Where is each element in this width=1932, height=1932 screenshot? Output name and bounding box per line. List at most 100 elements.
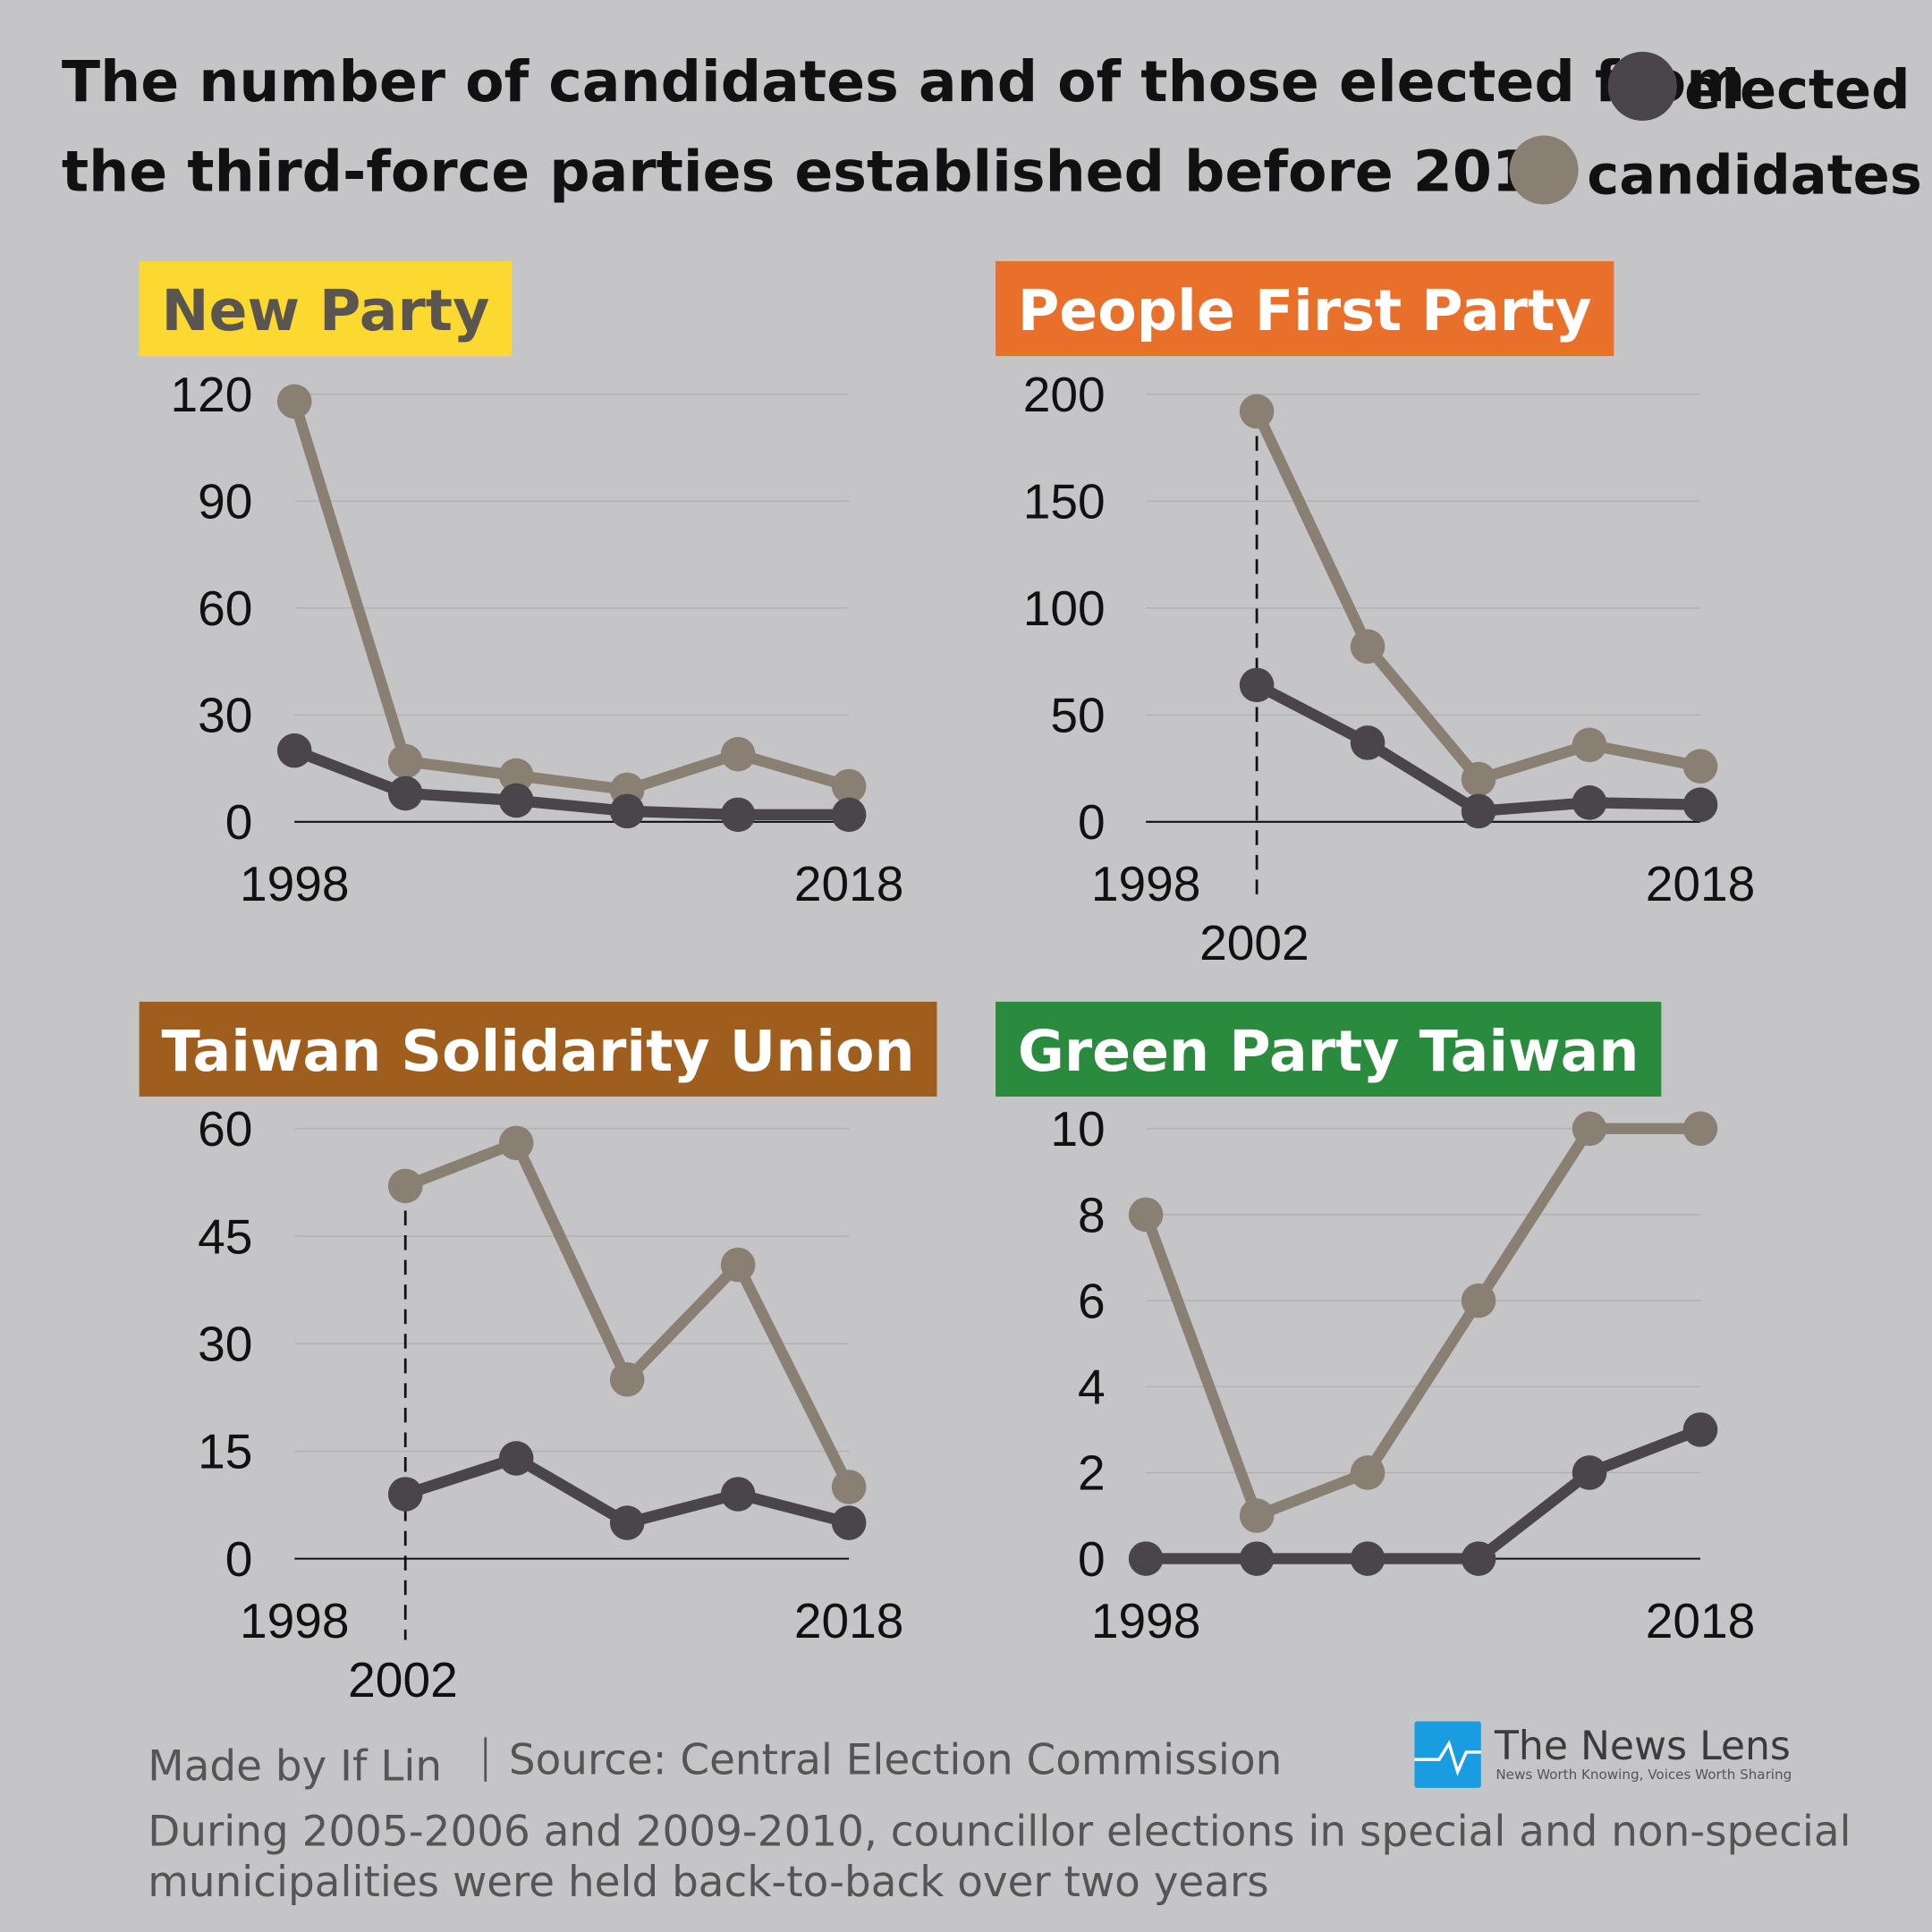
data-point-candidates — [609, 1361, 645, 1397]
data-point-candidates — [720, 736, 756, 772]
data-point-elected — [831, 797, 867, 833]
y-tick-label: 0 — [225, 1531, 253, 1587]
series-elected — [276, 733, 867, 833]
panel-title-taiwan-solidarity-union: Taiwan Solidarity Union — [139, 1001, 937, 1097]
y-tick-label: 15 — [198, 1424, 252, 1479]
logo-pulse-icon — [1414, 1721, 1481, 1788]
panel-green-party-taiwan: Green Party Taiwan 0 2 4 6 8 10 1998 2018 — [996, 1001, 1755, 1648]
data-point-candidates — [1461, 1283, 1496, 1318]
data-point-candidates — [387, 1168, 423, 1204]
data-point-elected — [1128, 1541, 1164, 1576]
y-tick-label: 30 — [198, 1317, 252, 1372]
data-point-candidates — [1572, 1111, 1607, 1147]
y-tick-label: 45 — [198, 1208, 252, 1264]
x-tick-label-end: 2018 — [1646, 856, 1756, 911]
panel-people-first-party: People First Party 0 50 100 150 200 1998 2018 20… — [996, 261, 1755, 970]
data-point-candidates — [387, 743, 423, 779]
y-tick-label: 60 — [198, 1101, 252, 1157]
series-candidates — [387, 1125, 867, 1504]
data-point-elected — [1461, 1541, 1496, 1576]
y-tick-label: 200 — [1023, 367, 1106, 422]
data-point-candidates — [831, 1470, 867, 1504]
data-point-candidates — [498, 758, 534, 793]
panel-title-bg — [139, 1001, 937, 1097]
data-point-candidates — [276, 384, 312, 419]
data-point-elected — [1461, 793, 1496, 829]
panel-new-party: New Party 0 30 60 90 120 1998 2018 — [139, 261, 904, 911]
data-point-elected — [387, 1477, 423, 1512]
footer-source: Source: Central Election Commission — [509, 1737, 1282, 1785]
x-tick-label-start: 1998 — [240, 1593, 350, 1648]
x-tick-label-start: 1998 — [240, 856, 350, 911]
y-tick-label: 8 — [1078, 1187, 1106, 1242]
x-tick-label-start: 1998 — [1091, 856, 1201, 911]
panel-title-text: New Party — [161, 277, 489, 343]
data-point-elected — [387, 775, 423, 811]
y-tick-label: 100 — [1023, 580, 1106, 636]
data-point-elected — [720, 797, 756, 833]
panel-title-new-party: New Party — [139, 261, 513, 357]
logo-tagline: News Worth Knowing, Voices Worth Sharing — [1496, 1767, 1792, 1783]
series-line-candidates — [1140, 1123, 1701, 1521]
data-point-candidates — [1682, 1111, 1718, 1147]
title-line-1: The number of candidates and of those el… — [62, 48, 1745, 114]
data-point-elected — [1572, 785, 1607, 820]
data-point-elected — [1239, 1541, 1275, 1576]
data-point-elected — [1350, 725, 1385, 760]
y-tick-label: 0 — [1078, 794, 1106, 850]
legend-elected-label: elected — [1684, 59, 1910, 122]
founding-year-label: 2002 — [1199, 915, 1309, 970]
y-tick-label: 90 — [198, 474, 252, 530]
y-tick-label: 6 — [1078, 1273, 1106, 1328]
panel-title-bg — [996, 261, 1614, 357]
data-point-elected — [1239, 667, 1275, 703]
series-elected — [387, 1441, 867, 1540]
data-point-elected — [609, 1505, 645, 1540]
data-point-candidates — [1350, 1455, 1385, 1490]
data-point-candidates — [1572, 727, 1607, 763]
series-elected — [1128, 1412, 1718, 1576]
y-tick-label: 50 — [1050, 688, 1105, 743]
data-point-elected — [276, 733, 312, 768]
y-tick-label: 30 — [198, 688, 252, 743]
data-point-elected — [1682, 787, 1718, 822]
y-tick-label: 150 — [1023, 474, 1106, 530]
y-tick-label: 0 — [1078, 1531, 1106, 1587]
panel-taiwan-solidarity-union: Taiwan Solidarity Union 0 15 30 45 60 1998 2018… — [139, 1001, 937, 1707]
y-tick-label: 4 — [1078, 1360, 1106, 1415]
series-line-elected — [292, 745, 850, 821]
footer-note-line-2: municipalities were held back-to-back ov… — [148, 1859, 1268, 1907]
data-point-elected — [1682, 1412, 1718, 1447]
y-tick-label: 2 — [1078, 1445, 1106, 1501]
legend-candidates-label: candidates — [1587, 144, 1922, 207]
x-tick-label-end: 2018 — [794, 856, 904, 911]
data-point-elected — [1350, 1541, 1385, 1576]
series-elected — [1239, 667, 1718, 829]
y-tick-label: 10 — [1050, 1101, 1105, 1157]
series-candidates — [276, 384, 867, 808]
footer-note-line-1: During 2005-2006 and 2009-2010, councill… — [148, 1809, 1851, 1857]
data-point-candidates — [1461, 761, 1496, 797]
news-lens-logo: The News Lens News Worth Knowing, Voices… — [1414, 1721, 1792, 1788]
data-point-candidates — [1128, 1197, 1164, 1233]
panel-title-text: Taiwan Solidarity Union — [161, 1018, 914, 1084]
founding-year-label: 2002 — [348, 1652, 458, 1707]
data-point-candidates — [1682, 749, 1718, 784]
data-point-candidates — [831, 768, 867, 804]
y-tick-label: 0 — [225, 794, 253, 850]
y-tick-label: 60 — [198, 580, 252, 636]
y-tick-label: 120 — [170, 367, 252, 422]
title-line-2: the third-force parties established befo… — [62, 139, 1571, 205]
x-tick-label-end: 2018 — [794, 1593, 904, 1648]
x-tick-label-start: 1998 — [1091, 1593, 1201, 1648]
data-point-elected — [720, 1477, 756, 1512]
footer-author: Made by If Lin — [148, 1743, 442, 1792]
data-point-elected — [609, 793, 645, 829]
panel-title-bg — [996, 1001, 1662, 1097]
panel-title-text: Green Party Taiwan — [1018, 1018, 1640, 1084]
data-point-candidates — [1239, 394, 1275, 429]
pulse-line — [1414, 1740, 1481, 1776]
data-point-elected — [831, 1505, 867, 1540]
data-point-candidates — [1239, 1498, 1275, 1533]
